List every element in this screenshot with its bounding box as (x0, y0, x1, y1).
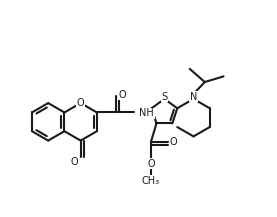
Text: O: O (77, 98, 84, 108)
Text: N: N (190, 92, 197, 102)
Text: O: O (119, 90, 126, 100)
Text: CH₃: CH₃ (142, 176, 160, 186)
Text: O: O (147, 159, 155, 169)
Text: O: O (71, 157, 79, 167)
Text: O: O (170, 137, 178, 147)
Text: S: S (161, 92, 168, 102)
Text: NH: NH (139, 108, 154, 118)
